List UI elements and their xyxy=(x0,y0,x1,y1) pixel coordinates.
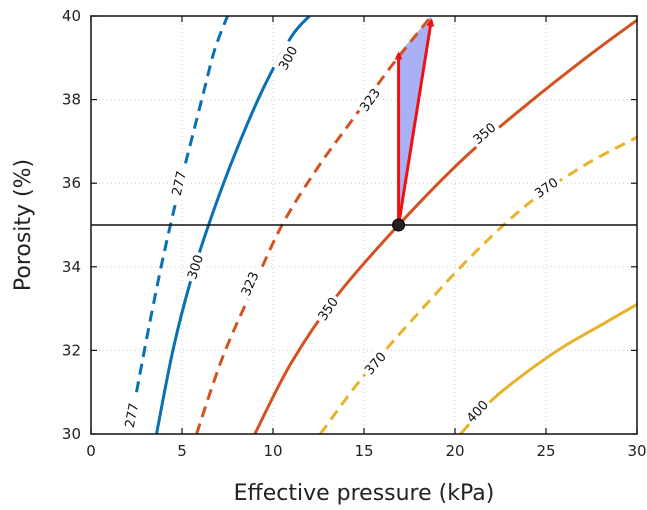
y-tick-label-5: 40 xyxy=(62,7,81,25)
contour-label-277-1: 277 xyxy=(166,166,191,200)
y-tick-label-3: 36 xyxy=(62,174,81,192)
series-line-323-dashed xyxy=(195,16,433,434)
y-tick-label-2: 34 xyxy=(62,258,81,276)
contour-label-text: 277 xyxy=(170,170,190,198)
contour-label-300-1: 300 xyxy=(272,40,303,76)
contour-label-323-0: 323 xyxy=(235,266,264,301)
axes: 0 5 10 15 20 25 30 30 32 34 36 38 40 xyxy=(62,7,647,460)
contour-label-text: 300 xyxy=(185,253,207,281)
y-tick-label-4: 38 xyxy=(62,91,81,109)
contour-label-400-0: 400 xyxy=(460,393,494,429)
x-axis-label: Effective pressure (kPa) xyxy=(234,481,495,506)
contour-label-277-0: 277 xyxy=(119,398,143,432)
series-line-350-solid xyxy=(253,18,637,434)
y-tick-label-1: 32 xyxy=(62,341,81,359)
y-axis-label: Porosity (%) xyxy=(11,159,36,291)
x-tick-label-3: 15 xyxy=(354,442,373,460)
state-point xyxy=(392,218,406,232)
contour-label-300-0: 300 xyxy=(181,249,208,284)
y-tick-label-0: 30 xyxy=(62,425,81,443)
x-tick-label-6: 30 xyxy=(627,442,646,460)
contour-label-350-1: 350 xyxy=(466,116,502,150)
arrow-layer xyxy=(392,20,432,232)
x-tick-label-0: 0 xyxy=(86,442,96,460)
contour-label-350-0: 350 xyxy=(311,291,344,327)
x-tick-label-1: 5 xyxy=(177,442,187,460)
series-line-370-dashed xyxy=(319,135,637,434)
arrow-1 xyxy=(397,20,432,226)
x-tick-label-2: 10 xyxy=(263,442,282,460)
x-tick-label-4: 20 xyxy=(445,442,464,460)
contour-label-text: 277 xyxy=(123,402,142,429)
series-line-400-solid xyxy=(459,303,637,434)
x-tick-label-5: 25 xyxy=(536,442,555,460)
